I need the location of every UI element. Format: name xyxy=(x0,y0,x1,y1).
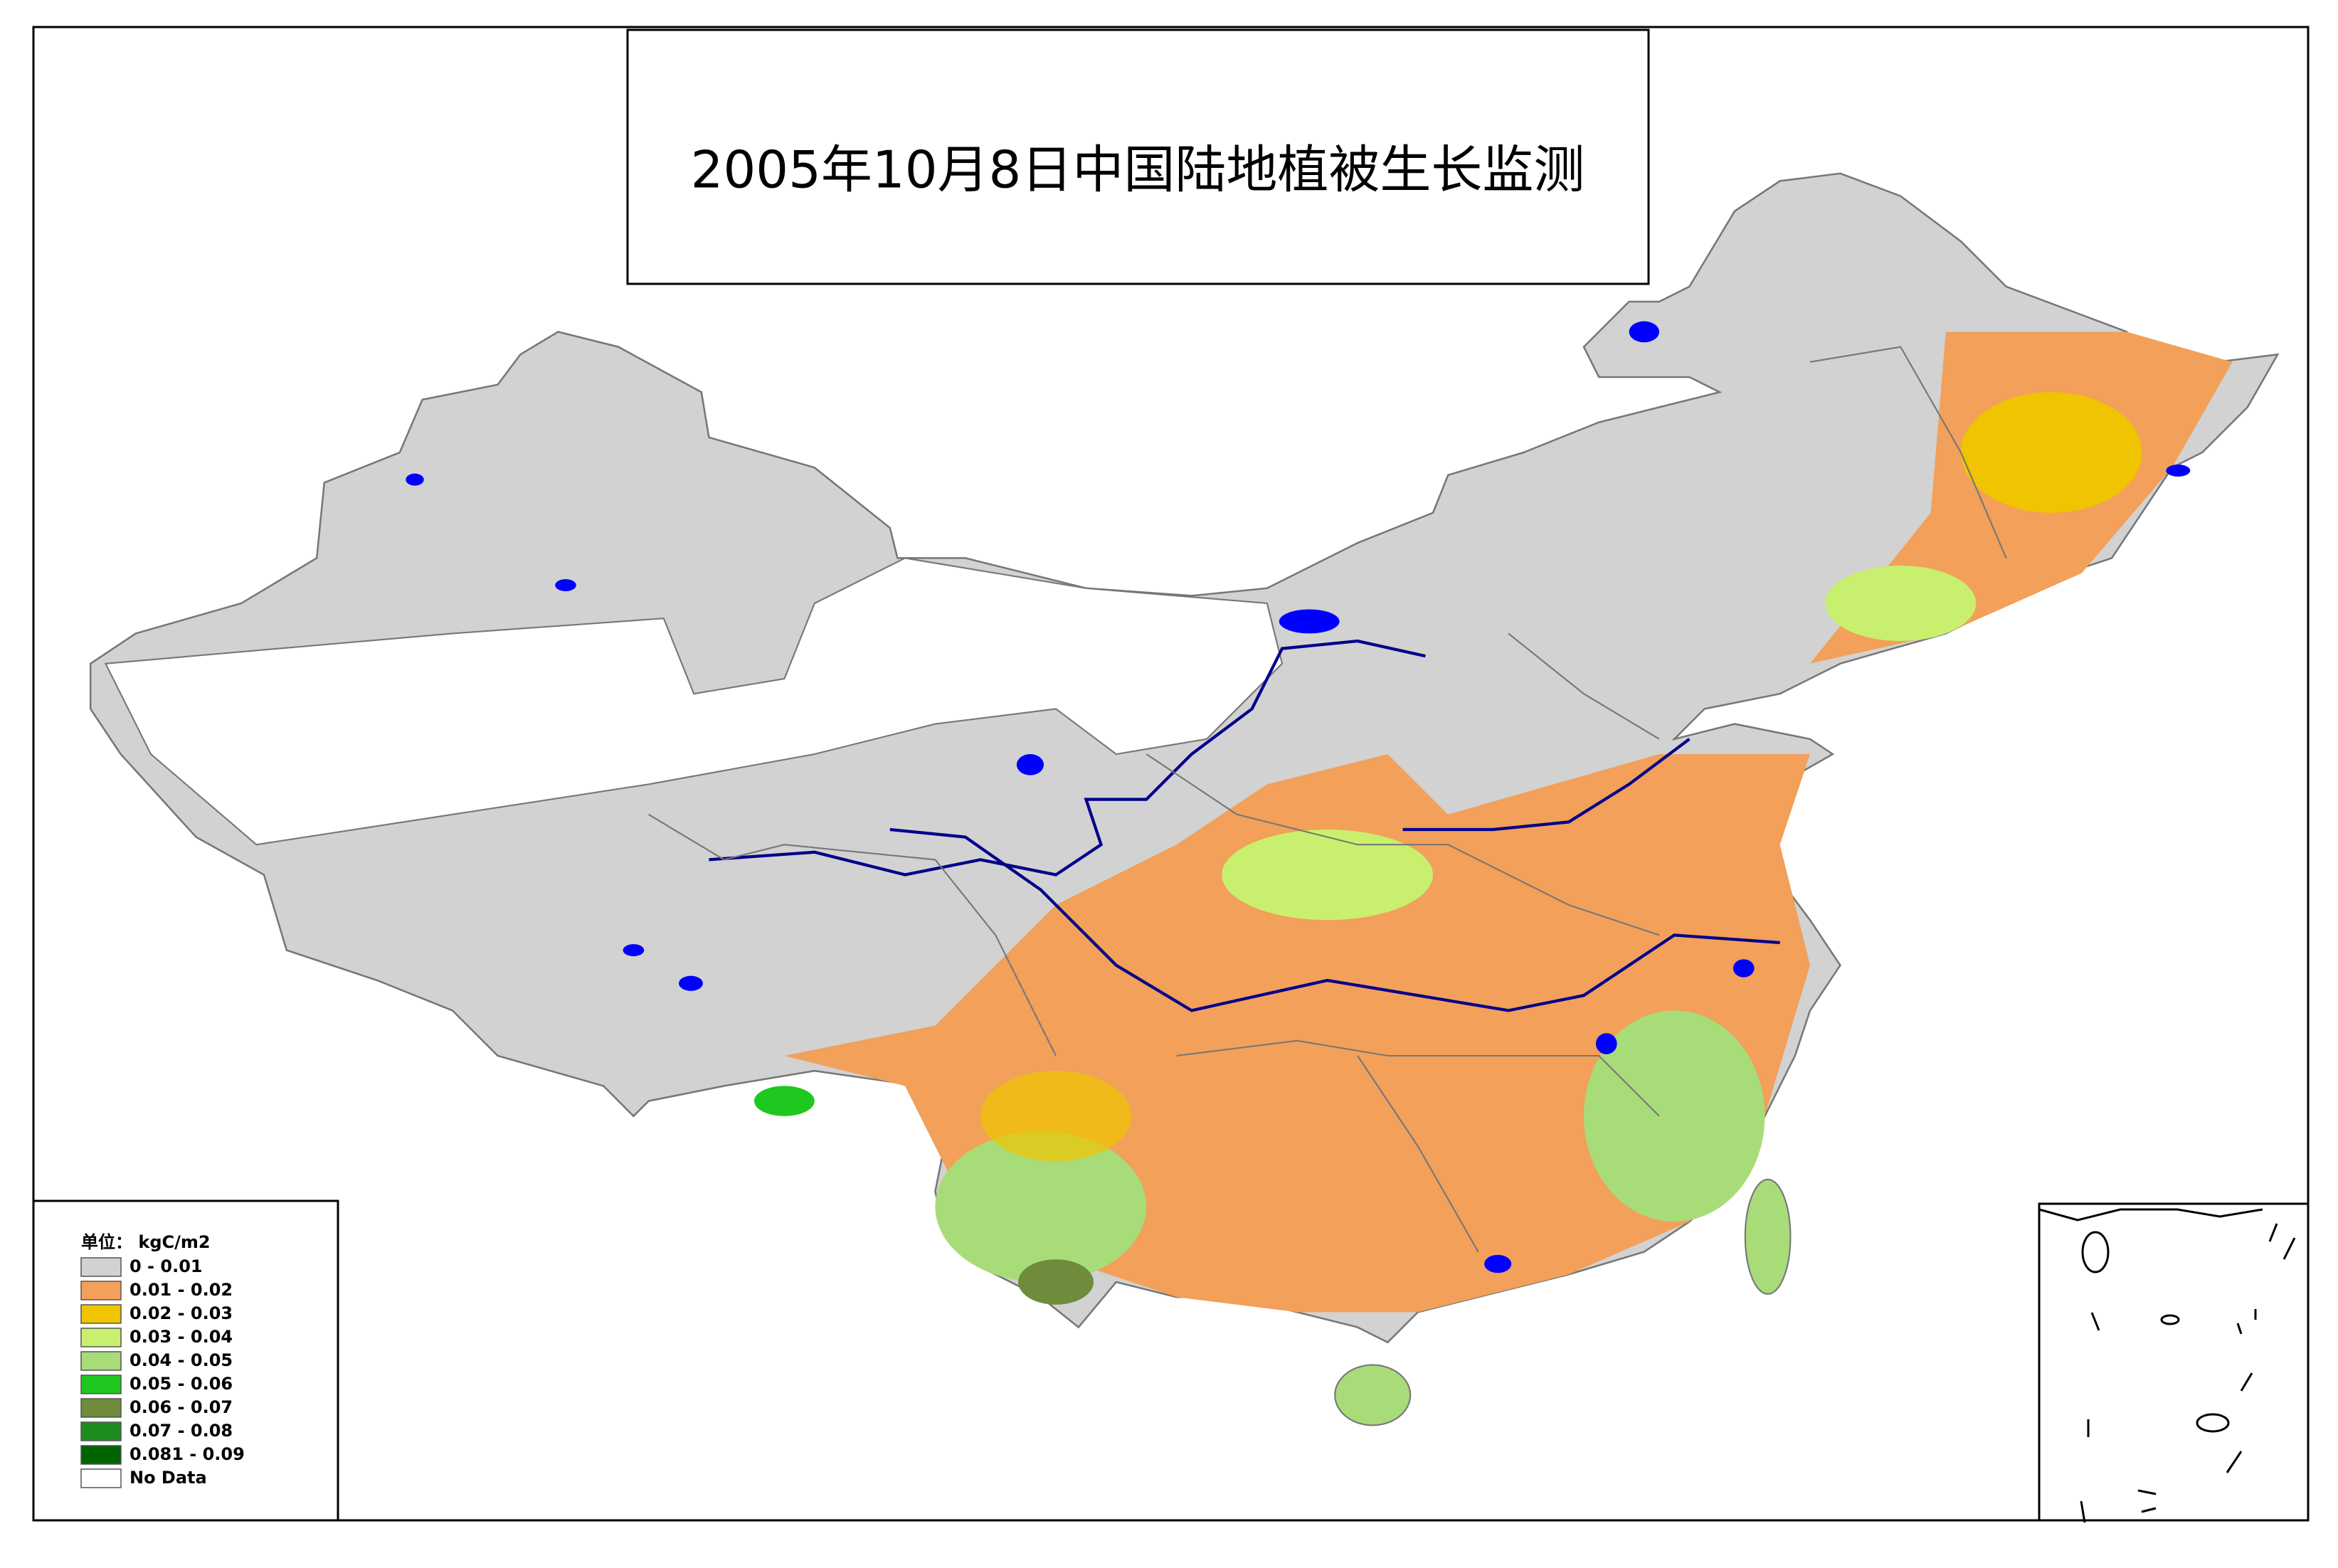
yellow-patch xyxy=(1960,392,2142,513)
map-title: 2005年10月8日中国陆地植被生长监测 xyxy=(691,140,1585,200)
legend-swatch xyxy=(80,1374,122,1394)
green-patch xyxy=(1222,829,1433,921)
legend-swatch xyxy=(80,1281,122,1301)
green-patch xyxy=(1825,565,1977,641)
title-box xyxy=(626,28,1650,285)
legend-label: 0.06 - 0.07 xyxy=(129,1397,233,1417)
china-map xyxy=(89,172,2280,1426)
legend-label: 0.03 - 0.04 xyxy=(129,1327,233,1347)
province-borders xyxy=(648,346,2007,1253)
taiwan xyxy=(1744,1178,1792,1296)
legend-label: 0.07 - 0.08 xyxy=(129,1421,233,1441)
legend-label: 0.081 - 0.09 xyxy=(129,1444,245,1464)
legend-swatch xyxy=(80,1304,122,1324)
legend-swatch xyxy=(80,1328,122,1347)
lakes xyxy=(406,321,2191,1273)
no-data-region xyxy=(104,557,1284,846)
inset-frame xyxy=(2038,1202,2310,1522)
hainan xyxy=(1334,1364,1412,1426)
south-china-sea-inset xyxy=(2038,1208,2296,1523)
legend-label: 0 - 0.01 xyxy=(129,1256,203,1276)
green-patch xyxy=(935,1130,1147,1282)
legend-label: No Data xyxy=(129,1468,207,1488)
legend-swatch xyxy=(80,1468,122,1488)
legend-label: 0.01 - 0.02 xyxy=(129,1280,233,1300)
legend-swatch xyxy=(80,1445,122,1465)
legend-swatch xyxy=(80,1398,122,1418)
legend-swatch xyxy=(80,1421,122,1441)
green-patch xyxy=(1017,1259,1094,1305)
legend-swatch xyxy=(80,1257,122,1277)
rivers xyxy=(709,639,1780,1012)
yellow-patch xyxy=(980,1071,1131,1162)
green-patch xyxy=(1584,1010,1765,1222)
legend-label: 0.02 - 0.03 xyxy=(129,1303,233,1323)
legend-label: 0.04 - 0.05 xyxy=(129,1350,233,1370)
map-frame xyxy=(32,26,2310,1522)
green-patch xyxy=(754,1086,815,1116)
legend-unit: 单位： kgC/m2 xyxy=(81,1232,211,1252)
legend-swatch xyxy=(80,1351,122,1371)
legend-label: 0.05 - 0.06 xyxy=(129,1374,233,1394)
legend: 0 - 0.01 0.01 - 0.02 0.02 - 0.03 0.03 - 0.0… xyxy=(80,1256,245,1488)
